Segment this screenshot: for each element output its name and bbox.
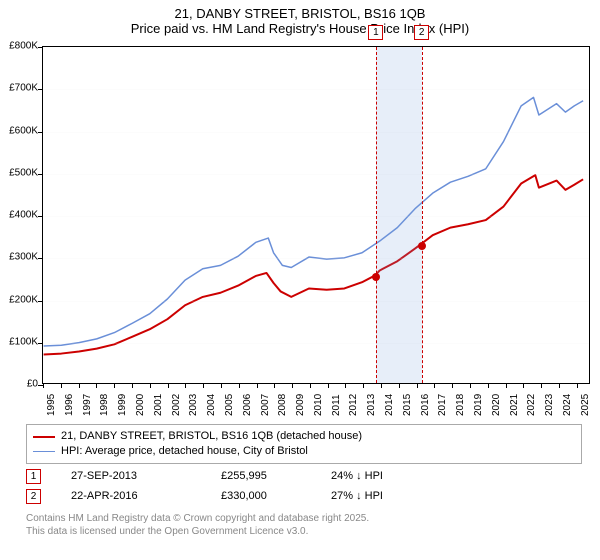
x-tick-label: 2021: [509, 394, 520, 416]
x-tick-label: 1998: [99, 394, 110, 416]
y-tick-label: £400K: [9, 210, 38, 221]
y-tick-label: £100K: [9, 336, 38, 347]
x-tick-label: 2024: [562, 394, 573, 416]
sales-delta: 27% ↓ HPI: [331, 490, 451, 502]
x-tick-label: 2019: [473, 394, 484, 416]
x-tick-label: 2025: [580, 394, 591, 416]
y-tick-label: £300K: [9, 252, 38, 263]
x-tick-label: 2011: [331, 394, 342, 416]
title-subtitle: Price paid vs. HM Land Registry's House …: [0, 21, 600, 36]
sales-badge: 1: [26, 469, 41, 484]
x-tick-label: 1996: [64, 394, 75, 416]
sales-badge: 2: [26, 489, 41, 504]
chart-lines: [43, 47, 589, 383]
x-tick-label: 2010: [313, 394, 324, 416]
x-tick-label: 2013: [366, 394, 377, 416]
x-tick-label: 2009: [295, 394, 306, 416]
sales-price: £255,995: [221, 470, 331, 482]
series-hpi: [44, 97, 583, 346]
sales-date: 27-SEP-2013: [71, 470, 221, 482]
y-tick-label: £600K: [9, 125, 38, 136]
sales-date: 22-APR-2016: [71, 490, 221, 502]
x-tick-label: 2012: [348, 394, 359, 416]
title-address: 21, DANBY STREET, BRISTOL, BS16 1QB: [0, 6, 600, 21]
x-tick-label: 1997: [82, 394, 93, 416]
legend-label: 21, DANBY STREET, BRISTOL, BS16 1QB (det…: [61, 429, 362, 444]
x-tick-label: 2014: [384, 394, 395, 416]
sales-delta: 24% ↓ HPI: [331, 470, 451, 482]
y-tick-label: £200K: [9, 294, 38, 305]
x-tick-label: 2022: [526, 394, 537, 416]
footer-attribution: Contains HM Land Registry data © Crown c…: [26, 512, 582, 538]
x-tick-label: 2020: [491, 394, 502, 416]
marker-badge: 2: [414, 25, 429, 40]
sale-point: [418, 242, 426, 250]
x-tick-label: 2016: [420, 394, 431, 416]
x-tick-label: 2002: [171, 394, 182, 416]
legend-label: HPI: Average price, detached house, City…: [61, 444, 308, 459]
x-tick-label: 2005: [224, 394, 235, 416]
sales-row: 1 27-SEP-2013£255,99524% ↓ HPI: [26, 466, 582, 486]
marker-line: [422, 47, 423, 383]
marker-badge: 1: [368, 25, 383, 40]
x-tick-label: 2008: [277, 394, 288, 416]
x-tick-label: 2006: [242, 394, 253, 416]
x-axis: 1995 1996 1997 1998 1999 2000 2001 2002 2003 2004…: [42, 386, 590, 426]
x-tick-label: 2018: [455, 394, 466, 416]
y-tick-label: £700K: [9, 83, 38, 94]
chart-plot-area: 12: [42, 46, 590, 384]
chart-title: 21, DANBY STREET, BRISTOL, BS16 1QB Pric…: [0, 0, 600, 36]
footer-line1: Contains HM Land Registry data © Crown c…: [26, 512, 582, 525]
x-tick-label: 2023: [544, 394, 555, 416]
sales-price: £330,000: [221, 490, 331, 502]
x-tick-label: 2007: [260, 394, 271, 416]
marker-line: [376, 47, 377, 383]
x-tick-label: 1995: [46, 394, 57, 416]
x-tick-label: 2004: [206, 394, 217, 416]
sale-point: [372, 273, 380, 281]
footer-line2: This data is licensed under the Open Gov…: [26, 525, 582, 538]
x-tick-label: 2000: [135, 394, 146, 416]
x-tick-label: 2017: [437, 394, 448, 416]
x-tick-label: 2003: [188, 394, 199, 416]
x-tick-label: 1999: [117, 394, 128, 416]
legend-swatch: [33, 436, 55, 438]
y-tick-label: £800K: [9, 41, 38, 52]
y-axis: £0£100K£200K£300K£400K£500K£600K£700K£80…: [0, 46, 40, 384]
sales-row: 2 22-APR-2016£330,00027% ↓ HPI: [26, 486, 582, 506]
legend-swatch: [33, 451, 55, 452]
legend-item: 21, DANBY STREET, BRISTOL, BS16 1QB (det…: [33, 429, 575, 444]
marker-band: [376, 47, 422, 383]
y-tick-label: £500K: [9, 167, 38, 178]
sales-table: 1 27-SEP-2013£255,99524% ↓ HPI 2 22-APR-201…: [26, 466, 582, 506]
x-tick-label: 2015: [402, 394, 413, 416]
x-tick-label: 2001: [153, 394, 164, 416]
legend-item: HPI: Average price, detached house, City…: [33, 444, 575, 459]
y-tick-label: £0: [27, 379, 38, 390]
legend: 21, DANBY STREET, BRISTOL, BS16 1QB (det…: [26, 424, 582, 464]
